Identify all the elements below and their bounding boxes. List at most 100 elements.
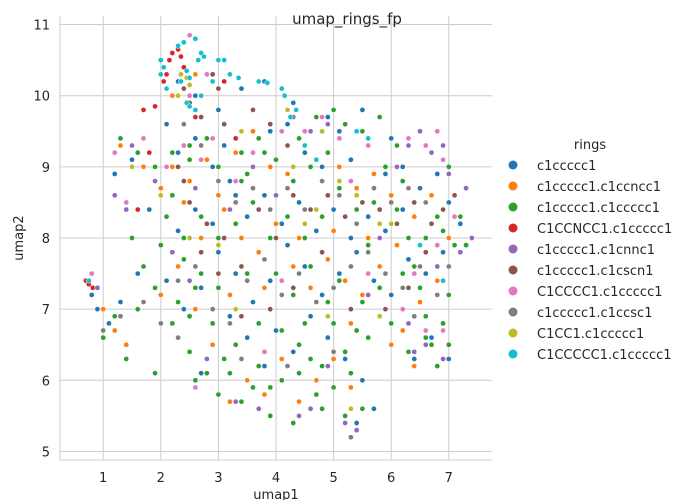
data-point: [399, 163, 406, 170]
data-point: [417, 185, 423, 192]
data-point: [394, 220, 400, 227]
data-point: [215, 163, 222, 170]
data-point: [192, 377, 199, 384]
data-point: [278, 292, 285, 298]
data-point: [434, 128, 441, 135]
data-point: [198, 270, 204, 277]
data-point: [163, 121, 170, 128]
legend-marker: [508, 328, 518, 338]
data-point: [198, 92, 204, 99]
series-2: [88, 107, 469, 426]
data-point: [296, 199, 302, 206]
series-5: [175, 71, 458, 320]
data-point: [296, 235, 302, 241]
data-point: [244, 213, 251, 220]
data-point: [399, 206, 406, 213]
data-point: [411, 270, 418, 277]
data-point: [244, 270, 251, 277]
data-point: [307, 356, 314, 362]
data-point: [278, 377, 285, 384]
data-point: [134, 270, 141, 277]
data-point: [140, 135, 147, 142]
data-point: [180, 235, 187, 241]
data-point: [175, 334, 181, 341]
data-point: [264, 80, 271, 86]
data-point: [192, 284, 199, 291]
data-point: [399, 178, 406, 184]
data-point: [434, 263, 441, 270]
data-point: [175, 277, 181, 284]
data-point: [313, 156, 320, 163]
data-point: [129, 235, 135, 241]
y-tick-label: 11: [33, 19, 50, 34]
data-point: [428, 149, 435, 156]
y-tick-label: 9: [42, 161, 50, 176]
data-point: [169, 320, 176, 327]
data-point: [178, 53, 184, 60]
data-point: [463, 242, 469, 248]
data-point: [440, 327, 446, 334]
data-point: [238, 178, 245, 184]
data-point: [178, 78, 184, 85]
data-point: [281, 92, 288, 99]
data-point: [192, 185, 199, 192]
data-point: [267, 121, 274, 128]
data-point: [342, 420, 348, 426]
data-point: [348, 434, 354, 441]
data-point: [267, 235, 274, 241]
data-point: [336, 270, 343, 277]
data-point: [313, 299, 320, 305]
data-point: [440, 356, 446, 362]
data-point: [198, 142, 204, 149]
data-point: [175, 228, 181, 234]
data-point: [250, 149, 256, 156]
data-point: [365, 292, 372, 298]
data-point: [157, 71, 164, 78]
y-tick-label: 10: [33, 90, 50, 105]
data-point: [336, 135, 343, 142]
data-point: [445, 171, 452, 177]
data-point: [186, 178, 193, 184]
data-point: [250, 163, 256, 170]
data-point: [186, 348, 193, 355]
data-point: [111, 171, 118, 177]
data-point: [169, 163, 176, 170]
data-point: [157, 192, 164, 199]
data-point: [209, 306, 216, 313]
data-point: [180, 85, 187, 92]
data-point: [209, 220, 216, 227]
data-point: [359, 107, 366, 113]
data-point: [180, 178, 187, 184]
data-point: [324, 149, 331, 156]
data-point: [319, 163, 325, 170]
legend-label: c1ccccc1: [537, 159, 596, 174]
legend-label: C1CCCCC1.c1ccccc1: [537, 348, 672, 363]
data-point: [411, 363, 418, 369]
data-point: [186, 199, 193, 206]
data-point: [301, 149, 308, 156]
data-point: [186, 313, 193, 320]
data-point: [324, 299, 331, 305]
data-point: [163, 71, 170, 78]
data-point: [244, 377, 251, 384]
y-tick-label: 8: [42, 232, 50, 247]
data-point: [411, 263, 418, 270]
data-point: [238, 398, 245, 405]
data-point: [232, 149, 239, 156]
data-point: [146, 206, 153, 213]
data-point: [411, 356, 418, 362]
data-point: [324, 256, 331, 263]
data-point: [209, 78, 216, 85]
data-point: [342, 413, 348, 419]
legend-label: c1ccccc1.c1ccccc1: [537, 201, 660, 216]
data-point: [405, 142, 412, 149]
data-point: [359, 377, 366, 384]
data-point: [238, 85, 245, 92]
data-point: [365, 142, 372, 149]
data-point: [411, 213, 418, 220]
data-point: [180, 199, 187, 206]
x-axis-title: umap1: [253, 488, 298, 500]
data-point: [382, 306, 389, 313]
data-point: [88, 292, 95, 298]
data-point: [376, 263, 383, 270]
